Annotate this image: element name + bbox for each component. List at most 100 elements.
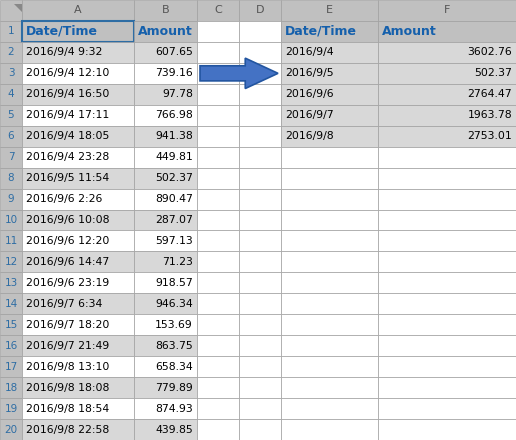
Bar bbox=[22, 251, 134, 272]
Text: F: F bbox=[444, 5, 450, 15]
Text: 2016/9/4 12:10: 2016/9/4 12:10 bbox=[26, 68, 109, 78]
Polygon shape bbox=[200, 58, 278, 88]
Text: 502.37: 502.37 bbox=[155, 173, 193, 183]
Text: 946.34: 946.34 bbox=[155, 299, 193, 309]
Bar bbox=[134, 356, 197, 377]
Bar bbox=[239, 419, 281, 440]
Text: 8: 8 bbox=[8, 173, 14, 183]
Bar bbox=[22, 419, 134, 440]
Text: E: E bbox=[326, 5, 333, 15]
Bar bbox=[197, 293, 239, 314]
Bar bbox=[22, 398, 134, 419]
Bar bbox=[134, 63, 197, 84]
Text: 10: 10 bbox=[5, 215, 18, 225]
Bar bbox=[281, 0, 378, 21]
Bar bbox=[239, 398, 281, 419]
Bar bbox=[22, 272, 134, 293]
Text: 14: 14 bbox=[4, 299, 18, 309]
Bar bbox=[134, 105, 197, 126]
Bar bbox=[378, 231, 516, 251]
Text: 739.16: 739.16 bbox=[155, 68, 193, 78]
Bar bbox=[134, 189, 197, 209]
Bar bbox=[0, 377, 22, 398]
Bar bbox=[281, 377, 378, 398]
Text: 2016/9/4: 2016/9/4 bbox=[285, 48, 334, 57]
Bar bbox=[239, 377, 281, 398]
Text: 2016/9/7 6:34: 2016/9/7 6:34 bbox=[26, 299, 102, 309]
Bar bbox=[134, 168, 197, 189]
Bar bbox=[197, 314, 239, 335]
Bar bbox=[281, 251, 378, 272]
Bar bbox=[281, 126, 378, 147]
Text: 502.37: 502.37 bbox=[474, 68, 512, 78]
Text: 12: 12 bbox=[4, 257, 18, 267]
Text: 2016/9/7 21:49: 2016/9/7 21:49 bbox=[26, 341, 109, 351]
Bar bbox=[378, 272, 516, 293]
Text: 2016/9/4 18:05: 2016/9/4 18:05 bbox=[26, 131, 109, 141]
Bar bbox=[22, 377, 134, 398]
Text: Date/Time: Date/Time bbox=[26, 25, 98, 38]
Bar bbox=[378, 419, 516, 440]
Bar bbox=[378, 189, 516, 209]
Text: 890.47: 890.47 bbox=[155, 194, 193, 204]
Bar bbox=[134, 377, 197, 398]
Bar bbox=[22, 84, 134, 105]
Bar bbox=[197, 147, 239, 168]
Bar bbox=[0, 419, 22, 440]
Bar bbox=[0, 209, 22, 231]
Text: 2016/9/6 2:26: 2016/9/6 2:26 bbox=[26, 194, 102, 204]
Bar bbox=[281, 84, 378, 105]
Text: Date/Time: Date/Time bbox=[285, 25, 357, 38]
Bar bbox=[22, 293, 134, 314]
Bar bbox=[281, 314, 378, 335]
Bar bbox=[281, 189, 378, 209]
Bar bbox=[239, 168, 281, 189]
Bar bbox=[281, 293, 378, 314]
Bar bbox=[197, 231, 239, 251]
Bar bbox=[197, 251, 239, 272]
Bar bbox=[134, 272, 197, 293]
Bar bbox=[378, 168, 516, 189]
Bar bbox=[239, 63, 281, 84]
Text: 4: 4 bbox=[8, 89, 14, 99]
Text: Amount: Amount bbox=[138, 25, 193, 38]
Bar bbox=[134, 419, 197, 440]
Bar bbox=[239, 189, 281, 209]
Bar bbox=[22, 231, 134, 251]
Text: 597.13: 597.13 bbox=[155, 236, 193, 246]
Bar bbox=[197, 189, 239, 209]
Text: 2016/9/6 23:19: 2016/9/6 23:19 bbox=[26, 278, 109, 288]
Text: 3602.76: 3602.76 bbox=[467, 48, 512, 57]
Bar bbox=[22, 168, 134, 189]
Bar bbox=[134, 398, 197, 419]
Text: 2016/9/8 18:54: 2016/9/8 18:54 bbox=[26, 403, 109, 414]
Text: 13: 13 bbox=[4, 278, 18, 288]
Bar bbox=[197, 209, 239, 231]
Bar bbox=[0, 105, 22, 126]
Bar bbox=[281, 419, 378, 440]
Bar bbox=[378, 377, 516, 398]
Text: 874.93: 874.93 bbox=[155, 403, 193, 414]
Bar bbox=[197, 105, 239, 126]
Bar bbox=[0, 272, 22, 293]
Bar bbox=[0, 293, 22, 314]
Bar bbox=[239, 105, 281, 126]
Bar bbox=[0, 251, 22, 272]
Bar bbox=[0, 21, 22, 42]
Text: 5: 5 bbox=[8, 110, 14, 120]
Bar bbox=[197, 168, 239, 189]
Bar bbox=[0, 231, 22, 251]
Bar bbox=[0, 42, 22, 63]
Bar bbox=[239, 272, 281, 293]
Bar bbox=[378, 335, 516, 356]
Bar bbox=[134, 231, 197, 251]
Text: 2016/9/6 10:08: 2016/9/6 10:08 bbox=[26, 215, 109, 225]
Text: 7: 7 bbox=[8, 152, 14, 162]
Text: 766.98: 766.98 bbox=[155, 110, 193, 120]
Bar bbox=[0, 0, 22, 21]
Text: 97.78: 97.78 bbox=[162, 89, 193, 99]
Text: 1963.78: 1963.78 bbox=[467, 110, 512, 120]
Text: 2016/9/4 9:32: 2016/9/4 9:32 bbox=[26, 48, 102, 57]
Bar bbox=[239, 251, 281, 272]
Bar bbox=[22, 126, 134, 147]
